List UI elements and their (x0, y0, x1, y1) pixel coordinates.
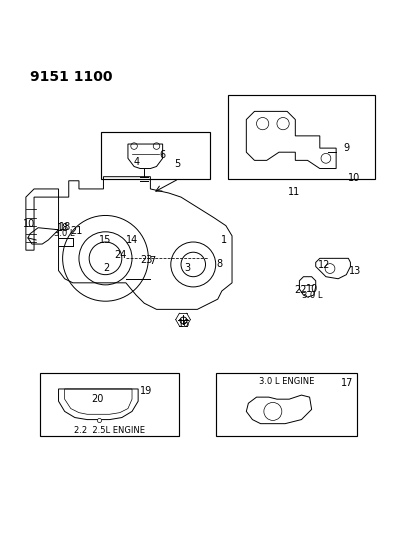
Text: 11: 11 (288, 187, 300, 197)
Text: 4: 4 (134, 157, 140, 167)
Text: 15: 15 (99, 235, 112, 245)
Text: 19: 19 (140, 386, 152, 396)
Text: 3: 3 (184, 263, 190, 273)
Bar (40, 373, 179, 436)
Text: 6: 6 (159, 150, 166, 160)
Text: 14: 14 (126, 235, 138, 245)
Text: 18: 18 (58, 222, 71, 232)
Text: 3.0 L: 3.0 L (54, 229, 75, 238)
Text: 24: 24 (114, 251, 127, 261)
Text: 10: 10 (306, 284, 319, 294)
Text: 10: 10 (23, 219, 35, 229)
Text: 5: 5 (174, 159, 180, 168)
Text: 2.2  2.5L ENGINE: 2.2 2.5L ENGINE (74, 426, 145, 435)
Text: 2: 2 (104, 263, 110, 273)
Text: 9: 9 (343, 143, 349, 153)
Text: 10: 10 (349, 173, 360, 183)
Text: 21: 21 (70, 226, 82, 236)
Text: 9151 1100: 9151 1100 (30, 70, 113, 84)
Text: 22: 22 (294, 285, 307, 295)
Bar (216, 373, 356, 436)
Text: 13: 13 (349, 265, 361, 276)
Text: 12: 12 (318, 260, 330, 270)
Text: 7: 7 (149, 256, 155, 266)
Text: 20: 20 (91, 394, 104, 404)
Text: 23: 23 (140, 255, 152, 264)
Text: 8: 8 (217, 259, 223, 269)
Text: 3.0 L: 3.0 L (302, 290, 323, 300)
Text: 3.0 L ENGINE: 3.0 L ENGINE (259, 377, 314, 386)
Text: 1: 1 (221, 235, 227, 245)
Bar (228, 95, 375, 179)
Text: 16: 16 (178, 319, 190, 329)
Text: 17: 17 (341, 378, 353, 388)
Text: 18: 18 (57, 223, 69, 233)
Bar (102, 132, 210, 179)
